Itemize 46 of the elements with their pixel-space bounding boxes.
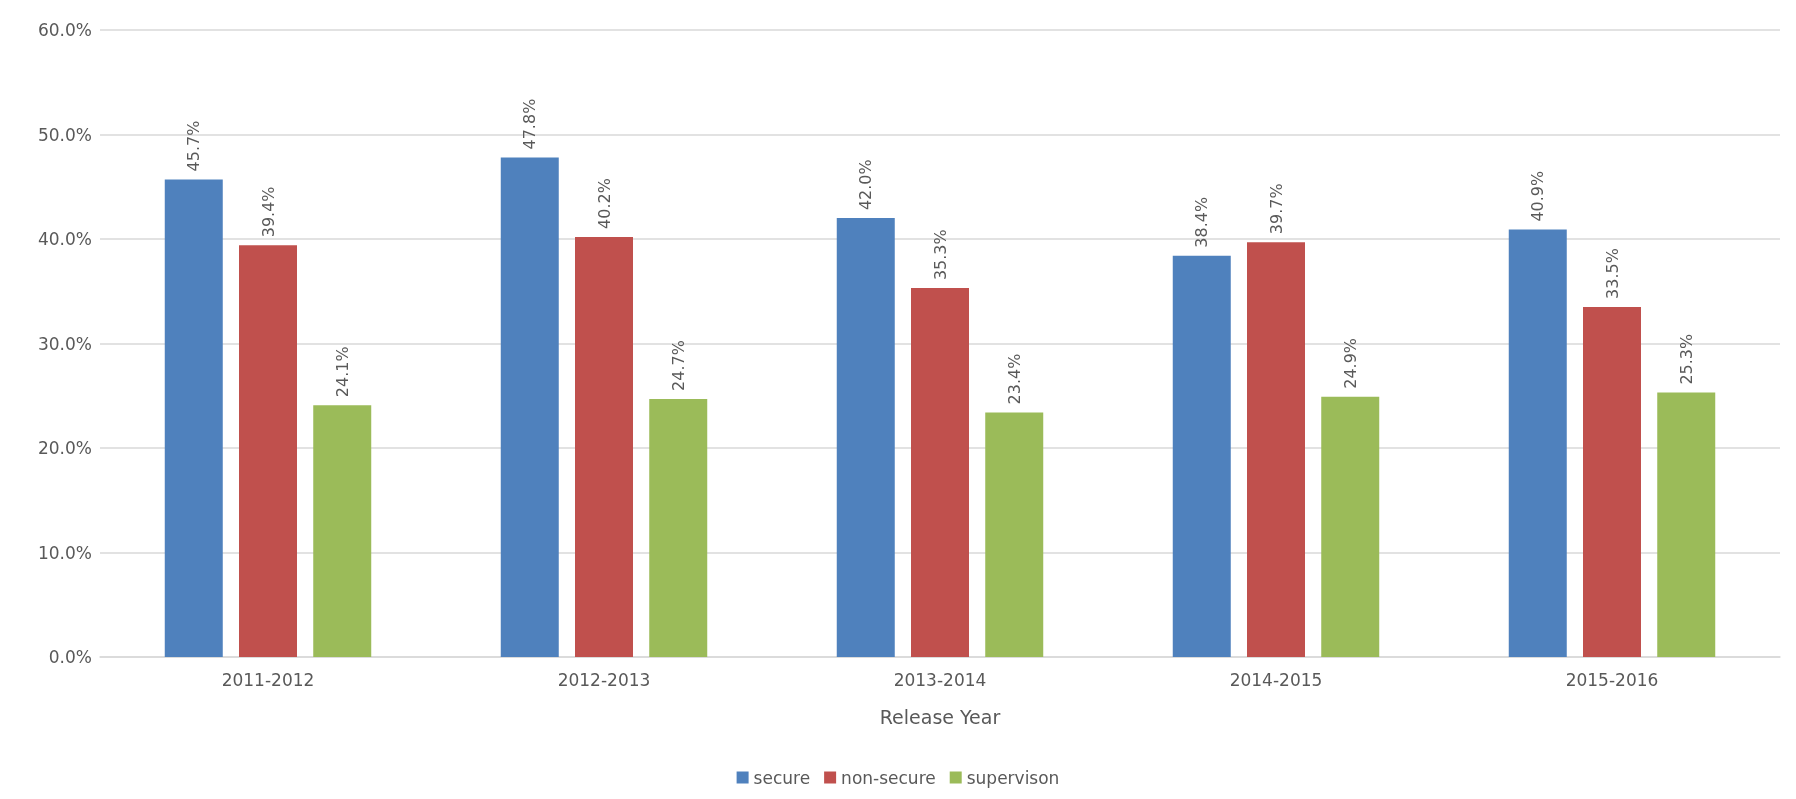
bar	[1583, 306, 1641, 657]
bar	[164, 179, 223, 657]
data-label: 39.7%	[1266, 183, 1286, 235]
y-tick-label: 50.0%	[37, 124, 92, 145]
data-label: 24.1%	[332, 346, 352, 398]
bar	[985, 412, 1044, 657]
data-label: 24.7%	[668, 340, 688, 391]
y-tick-label: 40.0%	[37, 229, 92, 249]
x-tick-label: 2011-2012	[221, 669, 315, 690]
bar	[1172, 255, 1231, 657]
legend-label: non-secure	[841, 767, 936, 788]
bar	[1508, 229, 1567, 657]
y-tick-label: 60.0%	[37, 20, 92, 40]
bar	[313, 405, 372, 657]
data-label: 42.0%	[856, 159, 876, 211]
x-tick-label: 2015-2016	[1565, 669, 1659, 690]
x-tick-label: 2013-2014	[893, 669, 987, 690]
data-label: 35.3%	[930, 229, 950, 281]
bar	[1321, 396, 1380, 657]
data-label: 40.9%	[1528, 170, 1548, 222]
data-label: 39.4%	[258, 186, 278, 238]
data-label: 24.9%	[1340, 337, 1360, 389]
data-label: 33.5%	[1602, 248, 1622, 299]
legend-label: supervison	[966, 767, 1060, 788]
y-tick-label: 30.0%	[37, 333, 92, 354]
bar	[911, 288, 969, 657]
y-tick-label: 0.0%	[48, 647, 92, 667]
data-label: 45.7%	[184, 120, 204, 172]
data-label: 23.4%	[1004, 353, 1024, 405]
bar	[500, 157, 559, 657]
data-label: 40.2%	[594, 178, 614, 229]
bar	[649, 398, 708, 657]
y-tick-label: 10.0%	[37, 542, 92, 563]
data-label: 47.8%	[520, 98, 540, 150]
x-tick-label: 2012-2013	[557, 669, 651, 690]
x-tick-label: 2014-2015	[1229, 669, 1323, 690]
data-label: 38.4%	[1192, 196, 1212, 248]
data-label: 25.3%	[1676, 333, 1696, 385]
y-tick-label: 20.0%	[37, 438, 92, 458]
x-axis-title: Release Year	[879, 705, 1001, 728]
bar	[239, 245, 297, 657]
legend-label: secure	[753, 767, 811, 788]
bar	[575, 236, 633, 657]
bar	[1247, 242, 1305, 657]
bar	[836, 218, 895, 657]
bar	[1657, 392, 1716, 657]
